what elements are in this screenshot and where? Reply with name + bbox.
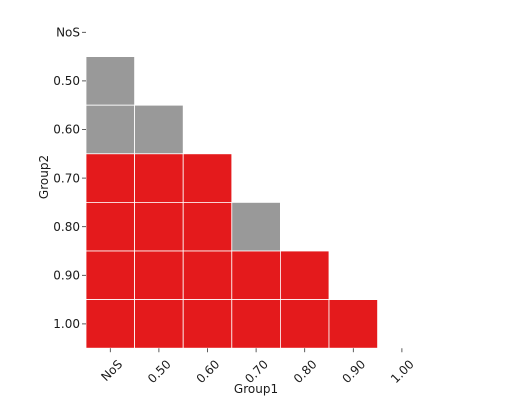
heatmap-cells bbox=[85, 56, 378, 349]
x-axis: NoS 0.50 0.60 0.70 0.80 0.90 1.00 bbox=[98, 348, 417, 386]
x-tick-label: 0.90 bbox=[339, 357, 368, 386]
x-tick-label: 1.00 bbox=[388, 357, 417, 386]
heatmap-cell-0.50-1.00 bbox=[134, 299, 184, 349]
heatmap-cell-0.50-0.90 bbox=[134, 250, 184, 300]
heatmap-cell-0.80-1.00 bbox=[279, 299, 330, 349]
heatmap-cell-0.70-0.80 bbox=[231, 201, 281, 252]
heatmap-cell-0.80-0.90 bbox=[279, 250, 330, 300]
heatmap-cell-NoS-0.60 bbox=[85, 104, 135, 155]
heatmap-cell-0.60-0.70 bbox=[182, 153, 233, 203]
heatmap-cell-0.50-0.60 bbox=[134, 104, 184, 155]
heatmap-cell-NoS-0.70 bbox=[85, 153, 135, 203]
y-tick-label: 0.50 bbox=[53, 74, 80, 88]
y-axis: NoS 0.50 0.60 0.70 0.80 0.90 1.00 bbox=[53, 26, 86, 331]
x-tick-label: 0.60 bbox=[194, 357, 223, 386]
y-tick-label: 0.80 bbox=[53, 220, 80, 234]
heatmap-cell-0.90-1.00 bbox=[328, 299, 378, 349]
heatmap-cell-0.60-0.80 bbox=[182, 201, 233, 252]
x-tick-label: NoS bbox=[98, 357, 125, 384]
x-tick-label: 0.80 bbox=[291, 357, 320, 386]
heatmap-cell-0.50-0.70 bbox=[134, 153, 184, 203]
heatmap-cell-0.70-1.00 bbox=[231, 299, 281, 349]
y-tick-label: 0.90 bbox=[53, 269, 80, 283]
heatmap-cell-NoS-0.90 bbox=[85, 250, 135, 300]
heatmap-cell-0.50-0.80 bbox=[134, 201, 184, 252]
heatmap-cell-NoS-0.50 bbox=[85, 56, 135, 106]
y-axis-label: Group2 bbox=[37, 155, 51, 199]
x-tick-label: 0.50 bbox=[145, 357, 174, 386]
y-tick-label: NoS bbox=[56, 26, 80, 40]
heatmap-cell-NoS-0.80 bbox=[85, 201, 135, 252]
heatmap-cell-0.60-0.90 bbox=[182, 250, 233, 300]
y-tick-label: 0.60 bbox=[53, 123, 80, 137]
heatmap-cell-0.60-1.00 bbox=[182, 299, 233, 349]
y-tick-label: 1.00 bbox=[53, 317, 80, 331]
heatmap-cell-0.70-0.90 bbox=[231, 250, 281, 300]
heatmap-cell-NoS-1.00 bbox=[85, 299, 135, 349]
y-tick-label: 0.70 bbox=[53, 171, 80, 185]
x-axis-label: Group1 bbox=[234, 382, 278, 396]
